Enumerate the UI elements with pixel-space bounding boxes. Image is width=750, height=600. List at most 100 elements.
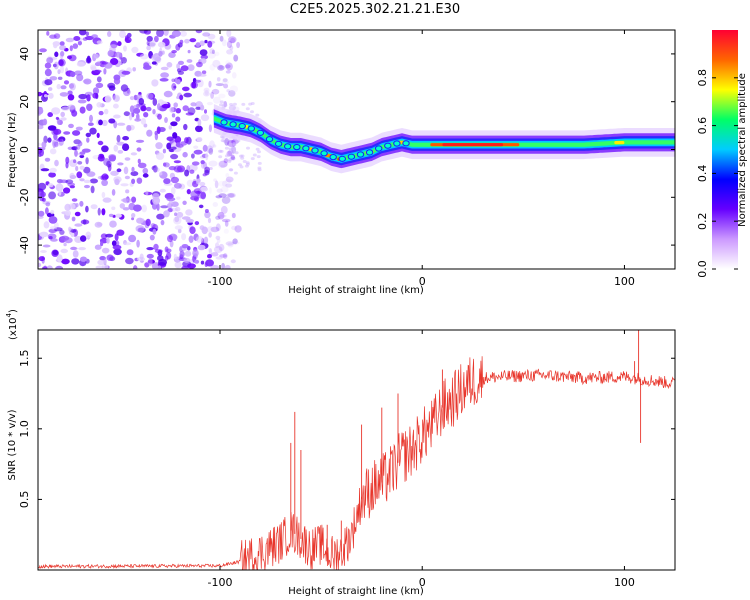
noise-blob <box>139 30 148 34</box>
noise-blob <box>250 157 255 161</box>
noise-blob <box>179 246 183 253</box>
noise-blob <box>204 209 209 213</box>
snr-scale-exponent: 4 <box>5 312 13 317</box>
noise-blob <box>182 105 189 112</box>
noise-blob <box>74 223 83 227</box>
noise-blob <box>121 57 127 64</box>
noise-blob <box>179 39 184 45</box>
noise-blob <box>54 159 59 167</box>
noise-blob <box>38 215 44 219</box>
snr-x-axis-title: Height of straight line (km) <box>288 586 424 597</box>
noise-blob <box>135 139 145 143</box>
noise-blob <box>257 161 262 165</box>
noise-blob <box>104 95 112 103</box>
noise-blob <box>179 250 185 258</box>
noise-blob <box>207 51 216 59</box>
noise-blob <box>175 108 181 114</box>
noise-blob <box>213 246 223 253</box>
noise-blob <box>60 235 70 241</box>
y-tick-label: 1.5 <box>18 349 31 367</box>
noise-blob <box>198 73 207 77</box>
noise-blob <box>105 233 114 238</box>
noise-blob <box>74 70 83 76</box>
noise-blob <box>49 167 57 173</box>
noise-blob <box>93 53 99 59</box>
noise-blob <box>197 118 202 127</box>
noise-blob <box>158 258 167 266</box>
noise-blob <box>151 79 159 87</box>
noise-blob <box>175 79 181 85</box>
noise-blob <box>59 92 69 97</box>
snr-y-ticks: 0.5 1.0 1.5 <box>18 349 675 508</box>
noise-blob <box>38 124 44 130</box>
noise-blob <box>206 101 213 106</box>
ridge-node <box>329 154 337 161</box>
noise-blob <box>234 151 239 155</box>
noise-blob <box>70 229 77 233</box>
noise-blob <box>41 197 46 202</box>
noise-blob <box>113 248 122 256</box>
noise-blob <box>40 250 47 253</box>
noise-blob <box>79 30 87 36</box>
ridge-node <box>238 123 246 130</box>
noise-blob <box>38 107 44 115</box>
noise-blob <box>74 149 78 157</box>
noise-blob <box>173 160 181 164</box>
noise-blob <box>156 30 164 37</box>
noise-blob <box>97 155 105 162</box>
ridge-node <box>338 155 346 162</box>
snr-plot-area <box>38 330 675 570</box>
noise-blob <box>136 147 142 152</box>
noise-blob <box>220 186 229 193</box>
noise-blob <box>49 34 57 39</box>
y-tick-label: 0.5 <box>18 491 31 509</box>
noise-blob <box>225 241 234 246</box>
noise-blob <box>123 242 132 246</box>
noise-blob <box>48 87 53 91</box>
noise-blob <box>174 261 182 269</box>
chart-title: C2E5.2025.302.21.21.E30 <box>290 2 460 17</box>
noise-blob <box>170 153 179 160</box>
noise-blob <box>257 168 262 172</box>
noise-blob <box>175 206 181 212</box>
noise-blob <box>183 92 192 98</box>
noise-blob <box>226 193 235 198</box>
noise-blob <box>175 116 181 122</box>
noise-blob <box>233 54 239 62</box>
noise-blob <box>164 117 168 123</box>
noise-blob <box>96 76 102 83</box>
noise-blob <box>94 62 101 67</box>
noise-blob <box>228 158 232 162</box>
noise-blob <box>230 154 235 160</box>
noise-blob <box>232 238 238 245</box>
noise-blob <box>234 225 242 233</box>
noise-blob <box>226 89 230 93</box>
noise-blob <box>131 217 135 221</box>
noise-blob <box>72 43 79 49</box>
noise-blob <box>46 265 53 269</box>
noise-blob <box>182 200 187 205</box>
noise-blob <box>137 227 145 233</box>
noise-blob <box>200 191 206 200</box>
noise-blob <box>46 31 50 36</box>
spectrogram-plot-area <box>38 30 675 269</box>
noise-blob <box>183 257 191 263</box>
noise-blob <box>65 37 75 43</box>
noise-blob <box>192 249 199 257</box>
noise-blob <box>92 87 100 95</box>
noise-blob <box>219 254 228 258</box>
noise-blob <box>63 131 71 135</box>
noise-blob <box>38 210 45 217</box>
noise-blob <box>56 138 63 142</box>
noise-blob <box>47 112 53 118</box>
noise-blob <box>108 85 116 91</box>
noise-blob <box>63 242 67 247</box>
noise-blob <box>121 70 131 75</box>
ridge-node <box>365 149 374 156</box>
noise-blob <box>133 204 142 212</box>
noise-blob <box>73 36 81 41</box>
noise-blob <box>208 147 214 155</box>
noise-blob <box>155 142 163 150</box>
noise-blob <box>38 91 43 97</box>
noise-blob <box>107 31 112 37</box>
